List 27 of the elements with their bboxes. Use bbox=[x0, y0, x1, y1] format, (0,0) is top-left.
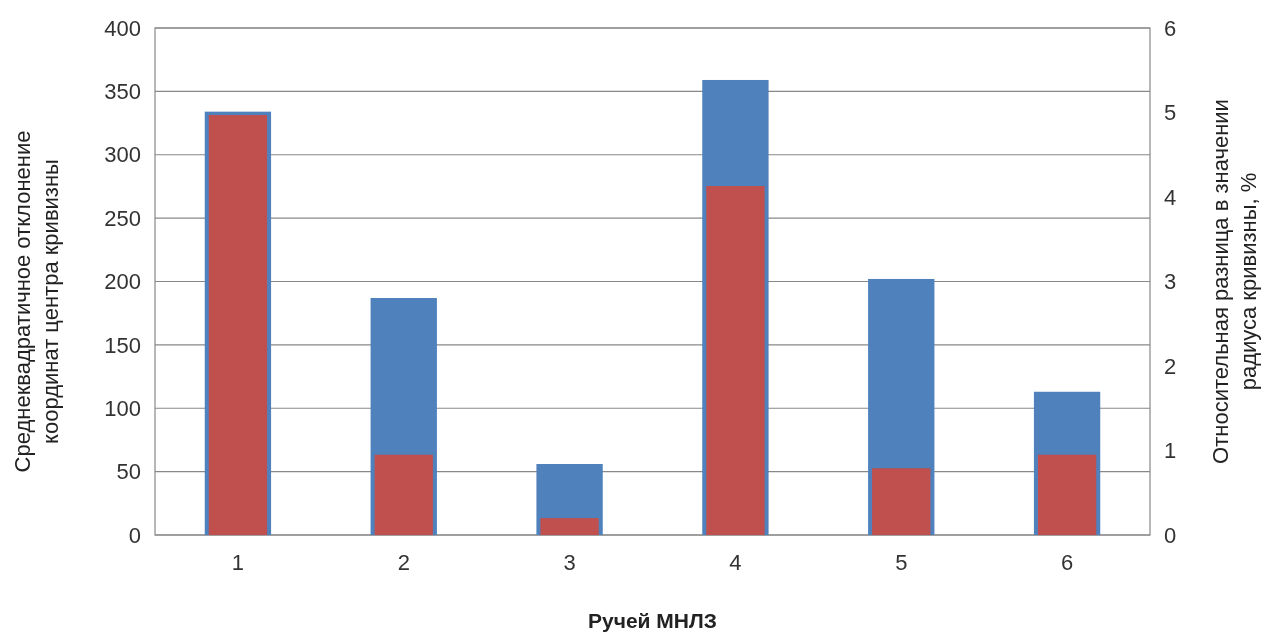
y2-tick-label: 5 bbox=[1164, 100, 1177, 126]
x-tick-label: 4 bbox=[729, 550, 742, 575]
y-tick-label: 350 bbox=[104, 79, 141, 105]
x-tick-label: 3 bbox=[563, 550, 576, 575]
y2-tick-label: 1 bbox=[1164, 438, 1177, 464]
bar bbox=[872, 468, 931, 535]
y2-tick-label: 0 bbox=[1164, 522, 1177, 548]
y-tick-label: 200 bbox=[104, 269, 141, 295]
y-tick-label: 50 bbox=[116, 459, 141, 485]
y2-axis-title: Относительная разница в значении радиуса кривизны, % bbox=[1208, 99, 1261, 464]
y2-tick-label: 2 bbox=[1164, 353, 1177, 379]
x-axis-title: Ручей МНЛЗ bbox=[588, 609, 717, 632]
x-tick-label: 1 bbox=[231, 550, 245, 575]
bar bbox=[540, 518, 599, 535]
y-tick-label: 150 bbox=[104, 332, 141, 358]
y-tick-label: 0 bbox=[128, 522, 141, 548]
y-tick-label: 400 bbox=[104, 15, 141, 41]
y2-tick-label: 4 bbox=[1164, 184, 1177, 210]
x-tick-label: 2 bbox=[397, 550, 410, 575]
y2-tick-label: 3 bbox=[1164, 269, 1177, 295]
y-tick-label: 300 bbox=[104, 142, 141, 168]
y-axis-title: Среднеквадратичное отклонение координат центра кривизны bbox=[10, 130, 63, 473]
x-tick-label: 5 bbox=[895, 550, 908, 575]
y-tick-label: 250 bbox=[104, 205, 141, 231]
y-tick-label: 100 bbox=[104, 395, 141, 421]
y2-tick-label: 6 bbox=[1164, 15, 1177, 41]
x-tick-label: 6 bbox=[1060, 550, 1074, 575]
